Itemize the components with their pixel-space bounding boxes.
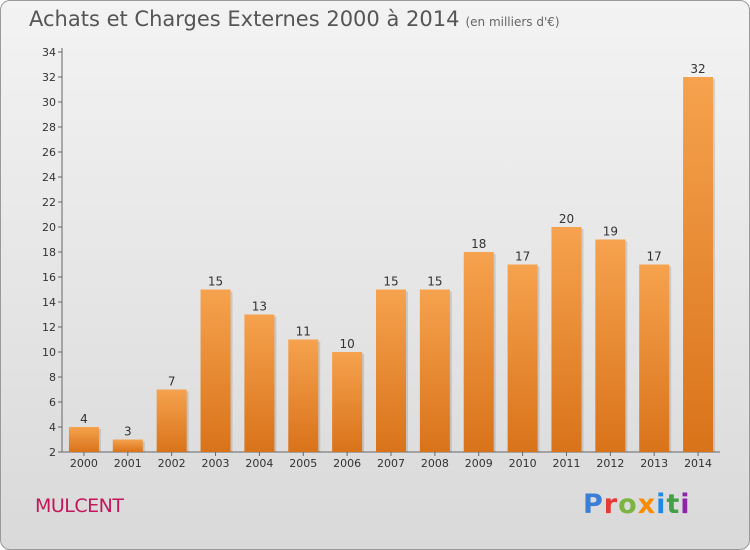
- title-text: Achats et Charges Externes 2000 à 2014: [29, 7, 460, 31]
- data-label: 15: [383, 275, 398, 289]
- bar: [244, 314, 275, 452]
- logo-letter: P: [583, 489, 604, 520]
- x-tick-label: 2001: [114, 457, 142, 470]
- y-tick-label: 30: [42, 96, 56, 109]
- x-tick-label: 2011: [552, 457, 580, 470]
- x-tick-label: 2007: [377, 457, 405, 470]
- data-label: 10: [339, 337, 354, 351]
- data-label: 17: [515, 250, 530, 264]
- bar: [683, 77, 714, 452]
- y-tick-label: 12: [42, 321, 56, 334]
- y-tick-label: 18: [42, 246, 56, 259]
- x-tick-label: 2008: [421, 457, 449, 470]
- y-tick-label: 14: [42, 296, 56, 309]
- x-tick-label: 2009: [465, 457, 493, 470]
- data-label: 20: [559, 212, 574, 226]
- unit-label: (en milliers d'€): [465, 15, 560, 29]
- x-tick-label: 2006: [333, 457, 361, 470]
- x-tick-label: 2012: [596, 457, 624, 470]
- y-tick-label: 6: [49, 396, 56, 409]
- x-tick-label: 2013: [640, 457, 668, 470]
- y-tick-label: 32: [42, 71, 56, 84]
- logo-letter: r: [603, 489, 619, 520]
- logo-letter: x: [637, 489, 657, 520]
- bar: [463, 252, 494, 452]
- x-tick-label: 2005: [289, 457, 317, 470]
- y-tick-label: 20: [42, 221, 56, 234]
- data-label: 18: [471, 237, 486, 251]
- y-tick-label: 16: [42, 271, 56, 284]
- x-tick-label: 2002: [158, 457, 186, 470]
- bar: [68, 427, 99, 452]
- y-tick-label: 8: [49, 371, 56, 384]
- bar: [200, 289, 231, 452]
- logo-letter: i: [656, 489, 667, 520]
- y-tick-label: 22: [42, 196, 56, 209]
- bar: [551, 227, 582, 452]
- chart-title: Achats et Charges Externes 2000 à 2014 (e…: [29, 7, 560, 31]
- data-label: 15: [208, 275, 223, 289]
- logo-letter: t: [666, 489, 681, 520]
- data-label: 32: [690, 62, 705, 76]
- x-tick-label: 2010: [509, 457, 537, 470]
- proxiti-logo: Proxiti: [583, 489, 691, 520]
- data-label: 3: [124, 425, 132, 439]
- bar: [419, 289, 450, 452]
- bar: [376, 289, 406, 452]
- commune-name: MULCENT: [35, 495, 124, 517]
- y-tick-label: 28: [42, 121, 56, 134]
- bar: [507, 264, 538, 452]
- x-tick-label: 2000: [70, 457, 98, 470]
- data-label: 17: [647, 250, 662, 264]
- y-tick-label: 34: [42, 46, 56, 59]
- bar: [332, 352, 363, 452]
- x-tick-label: 2014: [684, 457, 712, 470]
- x-tick-label: 2004: [245, 457, 273, 470]
- logo-letter: o: [618, 489, 638, 520]
- bar: [639, 264, 670, 452]
- data-label: 19: [603, 225, 618, 239]
- data-label: 7: [168, 375, 176, 389]
- y-tick-label: 4: [49, 421, 56, 434]
- y-tick-label: 26: [42, 146, 56, 159]
- logo-letter: i: [680, 489, 691, 520]
- bar: [112, 439, 143, 452]
- data-label: 11: [296, 325, 311, 339]
- data-label: 13: [252, 300, 267, 314]
- data-label: 4: [80, 412, 88, 426]
- bar: [595, 239, 626, 452]
- x-tick-label: 2003: [202, 457, 230, 470]
- y-tick-label: 24: [42, 171, 56, 184]
- y-tick-label: 10: [42, 346, 56, 359]
- y-tick-label: 2: [49, 446, 56, 459]
- bar: [288, 339, 319, 452]
- data-label: 15: [427, 275, 442, 289]
- bar: [156, 389, 187, 452]
